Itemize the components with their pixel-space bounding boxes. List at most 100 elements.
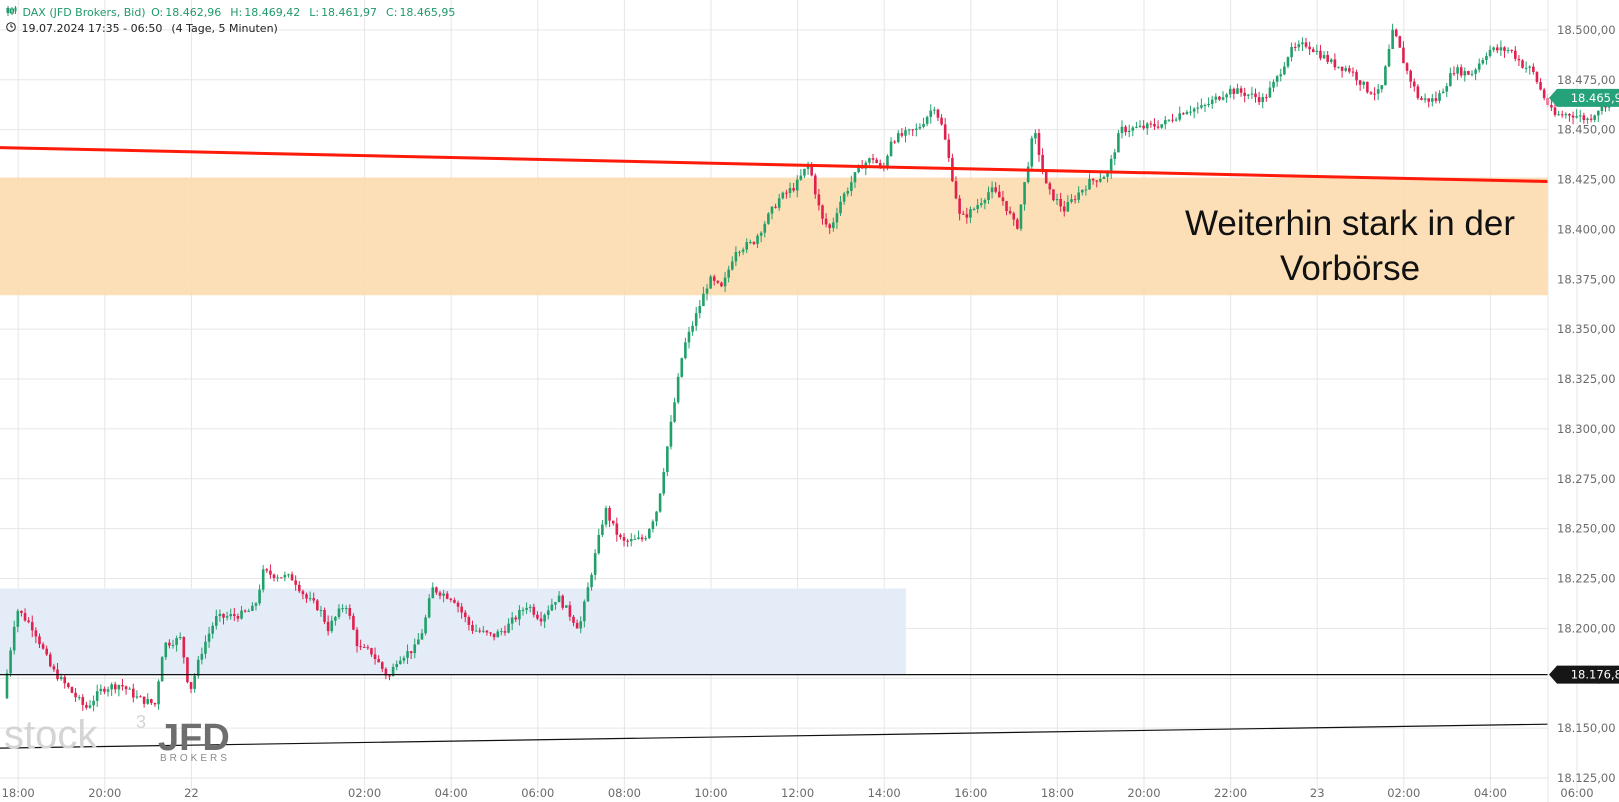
candle-body bbox=[489, 632, 492, 634]
candle-body bbox=[1084, 189, 1088, 191]
candle-body bbox=[900, 133, 904, 136]
candle-body bbox=[1142, 125, 1145, 129]
candle-body bbox=[1236, 88, 1239, 94]
candle-body bbox=[1535, 72, 1539, 83]
candle-body bbox=[586, 587, 590, 602]
price-tick-label: 18.225,00 bbox=[1557, 572, 1616, 586]
candle-body bbox=[763, 223, 767, 233]
candle-body bbox=[611, 520, 615, 524]
candle-body bbox=[687, 331, 691, 343]
candle-body bbox=[254, 603, 258, 606]
candle-body bbox=[334, 616, 337, 621]
candle-body bbox=[1369, 92, 1373, 94]
candle-body bbox=[1333, 59, 1337, 68]
candle-body bbox=[1514, 50, 1517, 59]
candle-body bbox=[424, 617, 427, 634]
candle-body bbox=[521, 609, 525, 611]
candle-body bbox=[979, 203, 983, 206]
candle-body bbox=[691, 325, 694, 332]
candle-body bbox=[5, 673, 9, 699]
candle-body bbox=[1329, 59, 1333, 62]
candle-body bbox=[878, 163, 882, 168]
candle-body bbox=[1344, 68, 1348, 71]
candle-body bbox=[1246, 94, 1250, 96]
candle-body bbox=[1384, 66, 1387, 86]
candle-body bbox=[536, 614, 539, 619]
annotation-line-1: Weiterhin stark in der bbox=[1185, 204, 1515, 243]
candle-body bbox=[1405, 63, 1409, 71]
candle-body bbox=[673, 402, 676, 422]
open-value: 18.462,96 bbox=[165, 6, 222, 19]
candle-body bbox=[1568, 114, 1571, 116]
candle-body bbox=[907, 129, 911, 131]
candle-body bbox=[1362, 81, 1366, 85]
candle-body bbox=[153, 703, 157, 705]
candle-body bbox=[528, 606, 532, 608]
price-tick-label: 18.275,00 bbox=[1557, 472, 1616, 486]
interval: (4 Tage, 5 Minuten) bbox=[171, 22, 278, 35]
candle-body bbox=[525, 607, 528, 610]
time-tick-label: 18:00 bbox=[1041, 786, 1074, 800]
price-tick-label: 18.475,00 bbox=[1557, 73, 1616, 87]
candle-body bbox=[583, 601, 586, 622]
candle-body bbox=[694, 313, 698, 326]
candle-body bbox=[1506, 49, 1510, 51]
candle-body bbox=[1416, 86, 1420, 98]
candle-body bbox=[146, 699, 150, 704]
candle-body bbox=[117, 685, 121, 690]
time-tick-label: 20:00 bbox=[1127, 786, 1160, 800]
high-value: 18.469,42 bbox=[244, 6, 301, 19]
candle-body bbox=[1261, 97, 1265, 103]
logo-stock-text: stock bbox=[4, 713, 98, 757]
candle-body bbox=[427, 598, 431, 618]
candle-body bbox=[283, 574, 287, 578]
candle-body bbox=[723, 277, 727, 287]
candle-body bbox=[922, 123, 925, 127]
candle-body bbox=[813, 175, 817, 195]
candle-body bbox=[767, 213, 770, 224]
candle-body bbox=[702, 293, 705, 307]
candle-body bbox=[370, 648, 373, 655]
candle-body bbox=[1348, 68, 1351, 72]
candle-body bbox=[608, 508, 611, 521]
candle-body bbox=[1600, 103, 1604, 112]
candle-body bbox=[1586, 118, 1589, 121]
candle-body bbox=[1008, 211, 1012, 214]
candle-body bbox=[128, 688, 131, 690]
time-tick-label: 23 bbox=[1310, 786, 1325, 800]
candle-body bbox=[828, 224, 832, 229]
trendline bbox=[0, 723, 1549, 749]
candle-body bbox=[1463, 71, 1467, 76]
candle-body bbox=[781, 192, 785, 199]
candle-body bbox=[644, 538, 647, 540]
candle-body bbox=[211, 625, 214, 634]
candle-body bbox=[774, 206, 777, 208]
candle-body bbox=[1420, 97, 1423, 100]
candle-body bbox=[301, 591, 305, 595]
candle-body bbox=[792, 188, 795, 191]
candle-body bbox=[348, 608, 352, 616]
candle-body bbox=[1044, 170, 1048, 184]
candle-body bbox=[1373, 93, 1376, 95]
candle-body bbox=[972, 208, 976, 210]
candle-body bbox=[1185, 112, 1189, 115]
date-range: 19.07.2024 17:35 - 06:50 bbox=[21, 22, 163, 35]
candle-body bbox=[1196, 107, 1200, 109]
candle-body bbox=[478, 630, 481, 632]
candle-body bbox=[965, 214, 969, 218]
candle-body bbox=[1564, 114, 1568, 116]
candle-body bbox=[63, 676, 67, 684]
candle-body bbox=[1589, 118, 1593, 120]
candle-body bbox=[658, 493, 662, 512]
candle-body bbox=[1275, 76, 1279, 82]
candle-body bbox=[1597, 111, 1600, 116]
candle-body bbox=[684, 342, 687, 359]
candlestick-icon bbox=[6, 6, 21, 19]
candle-body bbox=[1026, 166, 1030, 183]
candle-body bbox=[1254, 93, 1257, 98]
candle-body bbox=[103, 688, 106, 692]
candle-body bbox=[720, 282, 723, 287]
candle-body bbox=[832, 222, 835, 229]
candle-body bbox=[550, 604, 554, 611]
